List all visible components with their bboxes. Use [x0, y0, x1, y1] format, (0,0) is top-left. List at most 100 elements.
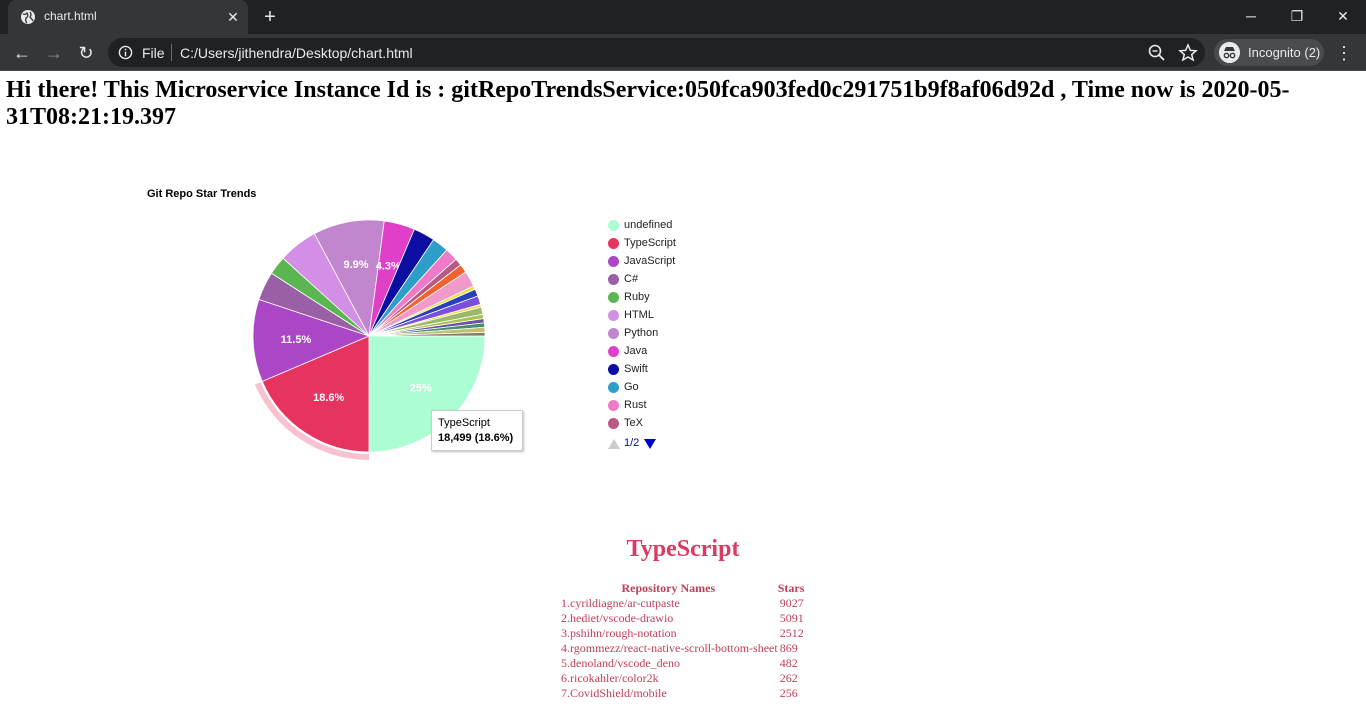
selected-language-heading: TypeScript [626, 536, 740, 562]
legend-item[interactable]: Go [608, 380, 728, 398]
pie-slice[interactable] [368, 331, 486, 337]
legend-item[interactable]: JavaScript [608, 254, 728, 272]
legend-swatch [608, 364, 619, 375]
legend-label: Swift [624, 363, 648, 375]
legend-swatch [608, 292, 619, 303]
stars-cell: 262 [779, 671, 798, 685]
stars-cell: 5091 [779, 611, 804, 625]
browser-toolbar: ← → ↻ File C:/Users/jithendra/Desktop/ch… [0, 34, 1366, 71]
legend-label: Java [624, 345, 648, 357]
legend-item[interactable]: HTML [608, 308, 728, 326]
legend-label: Rust [624, 399, 647, 411]
pie-slice-label: 9.9% [343, 259, 368, 271]
incognito-indicator[interactable]: Incognito (2) [1214, 39, 1324, 66]
incognito-label: Incognito (2) [1248, 45, 1321, 60]
stars-cell: 256 [779, 686, 798, 700]
table-row: 4.rgommezz/react-native-scroll-bottom-sh… [559, 641, 808, 656]
legend-swatch [608, 256, 619, 267]
legend-pager: 1/2 [608, 436, 728, 454]
page-heading: Hi there! This Microservice Instance Id … [6, 77, 1290, 130]
table-body: 1.cyrildiagne/ar-cutpaste 9027 2.hediet/vs… [559, 596, 808, 701]
pie-slice-label: 4.3% [376, 261, 401, 273]
legend-label: Ruby [624, 291, 650, 303]
legend-item[interactable]: Swift [608, 362, 728, 380]
table-row: 7.CovidShield/mobile 256 [559, 686, 808, 701]
star-icon[interactable] [1178, 43, 1198, 63]
minimize-window-button[interactable]: ─ [1246, 8, 1256, 24]
legend-label: JavaScript [624, 255, 676, 267]
chart-legend: undefined TypeScript JavaScript C# Ruby HTML P… [608, 218, 728, 454]
tab-strip: chart.html ✕ + ─ ❐ ✕ [0, 0, 1366, 34]
repository-name-cell: 3.pshihn/rough-notation [561, 626, 677, 640]
more-options-icon[interactable]: ⋮ [1335, 43, 1353, 63]
pie-slice[interactable] [252, 298, 371, 382]
legend-swatch [608, 220, 619, 231]
forward-button[interactable]: → [45, 43, 63, 63]
pie-slice-label: 25% [410, 383, 432, 395]
repository-table: Repository Names Stars 1.cyrildiagne/ar-… [559, 580, 808, 701]
info-icon[interactable] [118, 45, 133, 60]
tooltip-series-name: TypeScript [438, 417, 490, 429]
globe-icon [21, 10, 35, 24]
repository-name-cell: 2.hediet/vscode-drawio [561, 611, 674, 625]
zoom-icon[interactable] [1147, 43, 1167, 63]
tab-title: chart.html [44, 9, 97, 23]
stars-cell: 9027 [779, 596, 804, 610]
legend-swatch [608, 310, 619, 321]
pie-slice[interactable] [313, 219, 385, 338]
legend-swatch [608, 328, 619, 339]
repository-name-cell: 4.rgommezz/react-native-scroll-bottom-sh… [561, 641, 778, 655]
legend-label: TypeScript [624, 237, 676, 249]
address-bar[interactable]: File C:/Users/jithendra/Desktop/chart.ht… [108, 38, 1205, 67]
legend-swatch [608, 400, 619, 411]
tab-close-icon[interactable]: ✕ [227, 9, 239, 25]
table-row: 2.hediet/vscode-drawio 5091 [559, 611, 808, 626]
legend-label: HTML [624, 309, 654, 321]
legend-label: TeX [624, 417, 643, 429]
legend-item[interactable]: Python [608, 326, 728, 344]
legend-item[interactable]: Rust [608, 398, 728, 416]
stars-cell: 482 [779, 656, 798, 670]
legend-prev-arrow-icon[interactable] [608, 439, 620, 449]
tooltip-value: 18,499 (18.6%) [438, 432, 514, 444]
legend-item[interactable]: Ruby [608, 290, 728, 308]
pie-slice[interactable] [261, 335, 370, 453]
new-tab-button[interactable]: + [264, 6, 276, 28]
legend-label: C# [624, 273, 639, 285]
restore-window-button[interactable]: ❐ [1290, 8, 1304, 24]
legend-item[interactable]: TypeScript [608, 236, 728, 254]
legend-item[interactable]: C# [608, 272, 728, 290]
active-tab[interactable]: chart.html ✕ [8, 0, 248, 34]
column-header-stars: Stars [777, 580, 805, 595]
legend-label: undefined [624, 219, 673, 231]
repository-name-cell: 1.cyrildiagne/ar-cutpaste [561, 596, 680, 610]
legend-swatch [608, 346, 619, 357]
column-header-repository-names: Repository Names [621, 580, 716, 595]
stars-cell: 2512 [779, 626, 804, 640]
reload-button[interactable]: ↻ [78, 43, 94, 63]
legend-item[interactable]: TeX [608, 416, 728, 434]
table-row: 3.pshihn/rough-notation 2512 [559, 626, 808, 641]
table-row: 6.ricokahler/color2k 262 [559, 671, 808, 686]
legend-item[interactable]: Java [608, 344, 728, 362]
url-scheme-label: File [142, 45, 165, 61]
table-row: 1.cyrildiagne/ar-cutpaste 9027 [559, 596, 808, 611]
legend-swatch [608, 274, 619, 285]
chart-tooltip: TypeScript 18,499 (18.6%) [431, 410, 523, 451]
stars-cell: 869 [779, 641, 798, 655]
incognito-icon [1219, 42, 1240, 63]
repository-name-cell: 7.CovidShield/mobile [561, 686, 667, 700]
legend-label: Go [624, 381, 639, 393]
back-button[interactable]: ← [13, 43, 31, 63]
legend-item[interactable]: undefined [608, 218, 728, 236]
table-header-row: Repository Names Stars [559, 580, 808, 596]
legend-next-arrow-icon[interactable] [644, 439, 656, 449]
legend-swatch [608, 382, 619, 393]
omnibox-divider [171, 44, 172, 61]
legend-page-indicator: 1/2 [624, 437, 640, 449]
pie-chart[interactable]: 25% 18.6% 11.5% 9.9% 4.3% [230, 211, 520, 461]
legend-label: Python [624, 327, 659, 339]
url-text[interactable]: C:/Users/jithendra/Desktop/chart.html [180, 45, 413, 61]
close-window-button[interactable]: ✕ [1337, 8, 1349, 24]
table-row: 5.denoland/vscode_deno 482 [559, 656, 808, 671]
